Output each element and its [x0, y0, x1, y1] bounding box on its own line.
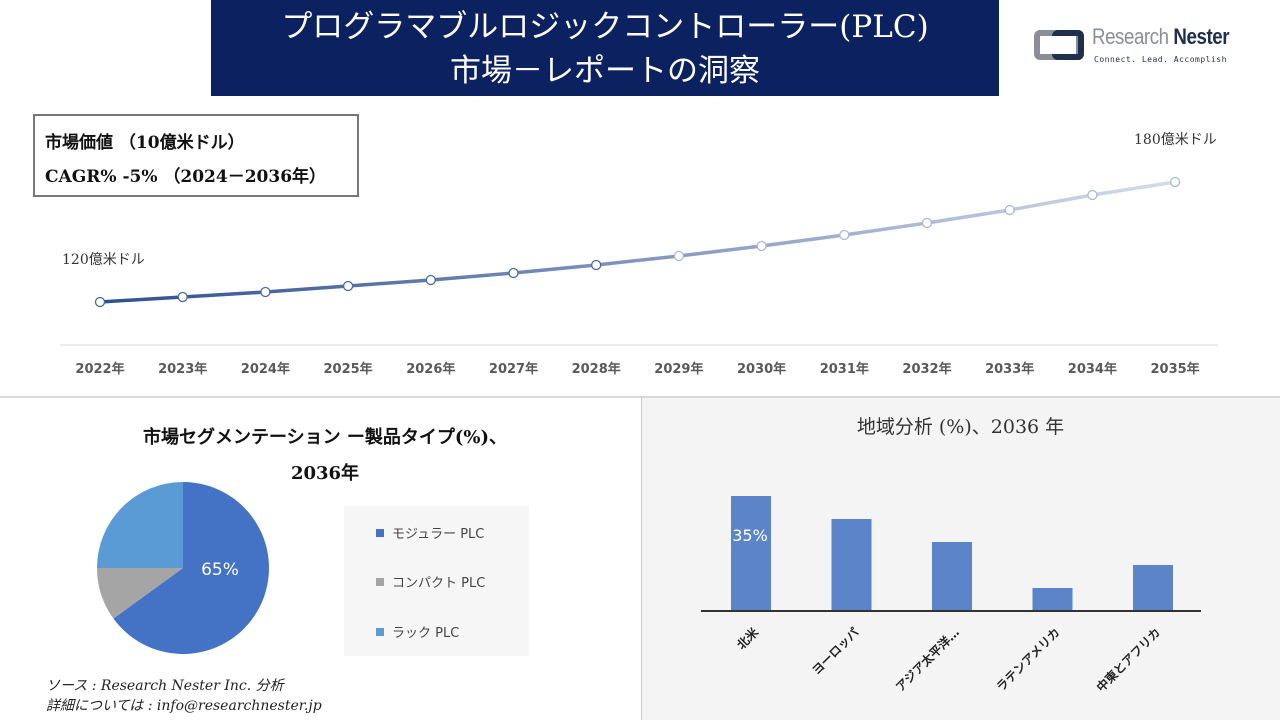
logo-name-part2: Nester [1173, 24, 1230, 49]
research-nester-logo: Research Nester Connect. Lead. Accomplis… [1034, 24, 1254, 68]
x-tick-label: 2034年 [1068, 361, 1117, 377]
bar [831, 519, 872, 611]
x-tick-label: 2026年 [406, 361, 455, 377]
x-tick-label: 2035年 [1151, 361, 1200, 377]
data-point [425, 274, 436, 286]
x-tick-label: 2033年 [985, 361, 1034, 377]
product-type-pie-chart: 65% [97, 482, 270, 654]
data-point [1004, 204, 1015, 216]
bar-title: 地域分析 (%)、2036 年 [856, 416, 1065, 438]
series-line [99, 180, 1176, 304]
legend-item-compact: コンパクト PLC [376, 572, 485, 591]
pie-title-line-2: 2036年 [290, 463, 360, 484]
data-point [1087, 189, 1098, 201]
market-value-label: 市場価値 （10億米ドル） [45, 133, 245, 153]
x-tick-label: 北米 [734, 624, 762, 652]
logo-tagline: Connect. Lead. Accomplish [1094, 55, 1227, 64]
legend-swatch [376, 577, 384, 586]
data-point [94, 296, 106, 308]
logo-name: Research Nester [1092, 24, 1230, 50]
pie-legend: モジュラー PLC コンパクト PLC ラック PLC [344, 506, 529, 656]
pie-title: 市場セグメンテーション ー製品タイプ(%)、 2036年 [100, 420, 550, 492]
legend-label: コンパクト PLC [392, 576, 486, 591]
legend-swatch [376, 627, 384, 636]
bar [1133, 565, 1173, 611]
pie-slice-compact [97, 568, 183, 619]
bar [932, 542, 972, 611]
market-line-chart: 2022年 2023年 2024年 2025年 2026年 2027年 2028年 2029年… [60, 132, 1218, 377]
pie-data-label: 65% [201, 560, 239, 580]
data-point [342, 280, 354, 292]
x-tick-label: 2032年 [902, 361, 951, 377]
x-tick-label: 2024年 [241, 361, 290, 377]
contact-line: 詳細については : info@researchnester.jp [46, 698, 322, 714]
x-tick-label: 2030年 [737, 361, 786, 377]
title-line-1: プログラマブルロジックコントローラー(PLC) [281, 9, 929, 45]
x-tick-label: ヨーロッパ [809, 625, 861, 677]
pie-title-line-1: 市場セグメンテーション ー製品タイプ(%)、 [142, 427, 508, 448]
data-point [260, 286, 271, 298]
x-tick-label: 2028年 [572, 361, 621, 377]
x-tick-label: 中東とアフリカ [1093, 625, 1163, 695]
pie-slice-modular [113, 482, 270, 654]
title-line-2: 市場－レポートの洞察 [450, 53, 760, 89]
x-tick-label: 2022年 [75, 361, 124, 377]
x-tick-label: ラテンアメリカ [994, 625, 1063, 694]
legend-label: モジュラー PLC [392, 527, 485, 542]
data-point [591, 259, 602, 271]
data-point [1169, 176, 1181, 188]
pie-slice-rack [97, 482, 183, 568]
bar [731, 496, 771, 611]
logo-name-part1: Research [1092, 24, 1169, 49]
source-line: ソース : Research Nester Inc. 分析 [46, 678, 284, 694]
legend-swatch [376, 528, 384, 537]
legend-item-rack: ラック PLC [376, 622, 459, 641]
x-tick-label: 2027年 [489, 361, 538, 377]
data-point [508, 267, 519, 279]
x-tick-label: 2025年 [324, 361, 373, 377]
x-tick-label: 2029年 [654, 361, 703, 377]
start-value-label: 120億米ドル [62, 252, 145, 268]
x-tick-label: アジア太平洋… [892, 625, 962, 695]
title-banner: プログラマブルロジックコントローラー(PLC) 市場－レポートの洞察 [211, 0, 999, 96]
x-tick-label: 2031年 [820, 361, 869, 377]
market-info-box: 市場価値 （10億米ドル） CAGR% -5% （2024－2036年） [33, 114, 359, 197]
data-point [839, 229, 850, 241]
cagr-label: CAGR% -5% （2024－2036年） [45, 167, 327, 187]
legend-label: ラック PLC [392, 626, 460, 641]
regional-bar-chart: 北米 ヨーロッパ アジア太平洋… ラテンアメリカ 中東とアフリカ 35% [701, 496, 1201, 695]
bar-data-label: 35% [732, 526, 768, 545]
data-point [177, 291, 188, 303]
source-note: ソース : Research Nester Inc. 分析 詳細については : … [46, 676, 322, 716]
data-point [673, 250, 685, 262]
logo-mark-icon-inner [1052, 30, 1084, 60]
end-value-label: 180億米ドル [1134, 132, 1217, 148]
x-tick-label: 2023年 [158, 361, 207, 377]
divider [0, 396, 1280, 398]
legend-item-modular: モジュラー PLC [376, 523, 484, 542]
data-point [756, 240, 767, 252]
bar [1032, 588, 1073, 611]
data-point [921, 217, 933, 229]
